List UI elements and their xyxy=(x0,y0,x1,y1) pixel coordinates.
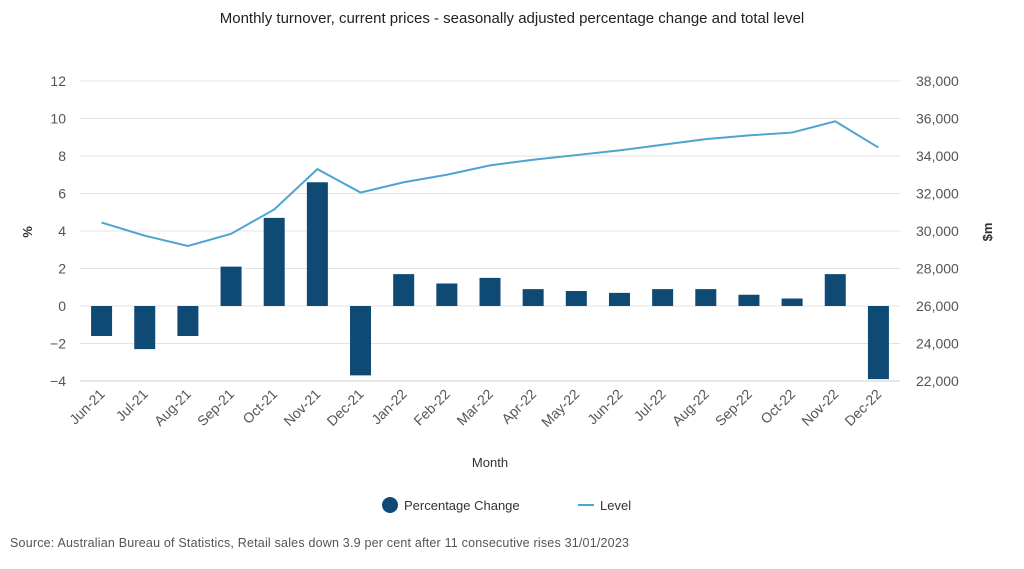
y-axis-left-title: % xyxy=(20,226,35,238)
bar xyxy=(91,306,113,336)
bar xyxy=(220,266,242,306)
y-left-tick-label: 8 xyxy=(58,148,66,164)
legend-marker-percentage-change xyxy=(382,497,398,513)
bar xyxy=(177,306,199,336)
x-tick-label: Sep-21 xyxy=(194,386,237,429)
x-tick-label: Nov-21 xyxy=(280,386,323,429)
y-axis-right-title: $m xyxy=(980,223,995,242)
bar xyxy=(652,289,674,306)
y-right-tick-label: 34,000 xyxy=(916,148,959,164)
x-tick-label: Mar-22 xyxy=(453,386,496,429)
bar xyxy=(867,306,889,380)
x-tick-label: Apr-22 xyxy=(498,386,539,427)
x-tick-label: Dec-22 xyxy=(841,386,884,429)
bar xyxy=(608,292,630,306)
x-tick-label: Sep-22 xyxy=(712,386,755,429)
bar xyxy=(393,274,415,306)
bar xyxy=(436,283,458,306)
y-right-tick-label: 26,000 xyxy=(916,298,959,314)
chart-title: Monthly turnover, current prices - seaso… xyxy=(219,10,805,27)
level-line xyxy=(101,120,879,248)
y-right-tick-label: 24,000 xyxy=(916,336,959,352)
x-tick-label: May-22 xyxy=(538,386,582,430)
x-tick-label: Jun-21 xyxy=(66,386,108,428)
x-axis-title: Month xyxy=(472,455,508,470)
bar xyxy=(695,289,717,306)
x-tick-label: Nov-22 xyxy=(798,386,841,429)
x-tick-label: Aug-22 xyxy=(669,386,712,429)
line-series xyxy=(101,120,879,248)
y-left-tick-label: −2 xyxy=(50,336,66,352)
y-left-tick-label: 10 xyxy=(50,111,66,127)
x-axis: Jun-21 Jul-21 Aug-21 Sep-21 Oct-21 Nov-21 Dec-… xyxy=(66,380,900,430)
legend-label-level: Level xyxy=(600,498,631,513)
bar xyxy=(350,306,372,376)
bar xyxy=(479,277,501,306)
bar-series xyxy=(91,182,889,380)
legend-label-percentage-change: Percentage Change xyxy=(404,498,520,513)
source-note: Source: Australian Bureau of Statistics,… xyxy=(10,536,630,550)
y-right-tick-label: 28,000 xyxy=(916,261,959,277)
left-axis: −4 −2 0 2 4 6 8 10 12 xyxy=(50,73,66,389)
x-tick-label: Feb-22 xyxy=(410,386,453,429)
bar xyxy=(781,298,803,306)
y-right-tick-label: 36,000 xyxy=(916,111,959,127)
x-tick-label: Oct-22 xyxy=(757,386,798,427)
x-tick-label: Jul-22 xyxy=(630,386,668,424)
legend: Percentage Change Level xyxy=(382,497,631,513)
x-tick-label: Jan-22 xyxy=(368,386,410,428)
y-left-tick-label: 6 xyxy=(58,186,66,202)
bar xyxy=(565,291,587,306)
bar xyxy=(824,274,846,306)
bar xyxy=(134,306,156,350)
x-tick-label: Oct-21 xyxy=(239,386,280,427)
x-tick-label: Dec-21 xyxy=(323,386,366,429)
y-left-tick-label: −4 xyxy=(50,373,66,389)
y-right-tick-label: 30,000 xyxy=(916,223,959,239)
grid-lines xyxy=(80,80,900,382)
y-left-tick-label: 0 xyxy=(58,298,66,314)
bar xyxy=(306,182,328,306)
bar xyxy=(522,289,544,306)
bar xyxy=(263,217,285,306)
right-axis: 22,000 24,000 26,000 28,000 30,000 32,000 34,0… xyxy=(916,73,959,389)
y-left-tick-label: 4 xyxy=(58,223,66,239)
y-left-tick-label: 12 xyxy=(50,73,66,89)
x-tick-label: Jul-21 xyxy=(113,386,151,424)
y-right-tick-label: 38,000 xyxy=(916,73,959,89)
bar xyxy=(738,294,760,306)
x-tick-label: Aug-21 xyxy=(151,386,194,429)
y-right-tick-label: 32,000 xyxy=(916,186,959,202)
x-tick-label: Jun-22 xyxy=(584,386,626,428)
y-right-tick-label: 22,000 xyxy=(916,373,959,389)
y-left-tick-label: 2 xyxy=(58,261,66,277)
